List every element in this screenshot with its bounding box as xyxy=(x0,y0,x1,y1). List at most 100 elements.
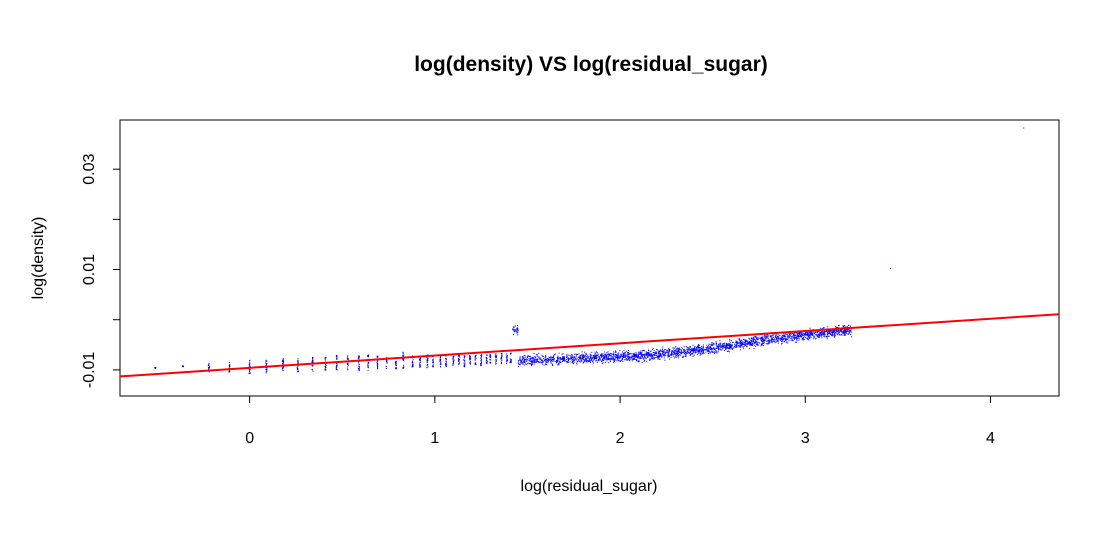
data-point xyxy=(550,359,552,361)
data-point xyxy=(566,360,568,362)
data-point xyxy=(839,329,841,331)
data-point xyxy=(726,345,728,347)
data-point xyxy=(747,342,749,343)
data-point xyxy=(825,331,827,332)
data-point xyxy=(663,357,665,359)
data-point xyxy=(647,356,649,358)
data-point xyxy=(549,357,551,358)
data-point xyxy=(545,355,547,357)
data-point xyxy=(643,360,645,361)
data-point xyxy=(367,366,369,368)
data-point xyxy=(664,350,666,352)
data-point xyxy=(745,342,747,343)
data-point xyxy=(608,358,610,359)
data-point xyxy=(712,348,714,350)
data-point xyxy=(848,331,850,333)
data-point xyxy=(654,357,656,358)
data-point xyxy=(693,354,695,356)
data-point xyxy=(723,343,725,345)
data-point xyxy=(486,361,488,362)
data-point xyxy=(751,344,753,346)
data-point xyxy=(636,359,638,361)
data-point xyxy=(627,356,629,358)
data-point xyxy=(501,354,503,356)
data-point xyxy=(535,361,537,363)
data-point xyxy=(282,362,283,364)
data-point xyxy=(698,344,700,345)
data-point xyxy=(646,360,648,362)
data-point xyxy=(750,343,752,345)
data-point xyxy=(325,360,326,362)
data-point xyxy=(572,360,574,362)
data-point xyxy=(602,358,604,360)
data-point xyxy=(475,357,477,359)
data-point xyxy=(645,352,647,354)
data-point xyxy=(282,363,284,365)
data-point xyxy=(464,361,466,363)
data-point xyxy=(838,331,840,333)
data-point xyxy=(727,343,728,345)
data-point xyxy=(432,359,434,361)
data-point xyxy=(650,353,652,355)
data-point xyxy=(577,354,579,355)
data-point xyxy=(678,347,680,349)
data-point xyxy=(821,334,823,335)
data-point xyxy=(543,358,545,359)
data-point xyxy=(358,357,360,359)
data-point xyxy=(813,335,815,337)
data-point xyxy=(639,358,641,360)
data-point xyxy=(453,361,454,363)
data-point xyxy=(792,335,794,337)
data-point xyxy=(627,354,629,355)
data-point xyxy=(638,356,640,358)
data-point xyxy=(598,353,600,355)
data-point xyxy=(742,344,744,345)
data-point xyxy=(506,358,508,360)
data-point xyxy=(575,357,577,359)
data-point xyxy=(744,342,746,344)
data-point xyxy=(784,335,786,337)
data-point xyxy=(469,358,471,360)
data-point xyxy=(809,334,811,336)
data-point xyxy=(553,360,555,362)
data-point xyxy=(808,331,810,333)
data-point xyxy=(651,357,653,359)
data-point xyxy=(553,355,555,357)
data-point xyxy=(626,358,628,360)
data-point xyxy=(596,354,598,356)
data-point xyxy=(584,351,586,353)
data-point xyxy=(677,347,679,349)
data-point xyxy=(735,341,737,343)
data-point xyxy=(647,354,649,356)
data-point xyxy=(385,366,387,368)
data-point xyxy=(395,363,397,365)
data-point xyxy=(324,358,326,359)
data-point xyxy=(690,348,692,350)
data-point xyxy=(600,356,602,358)
data-point xyxy=(593,356,595,358)
data-point xyxy=(733,347,735,349)
data-point xyxy=(506,362,507,364)
data-point xyxy=(732,344,733,346)
data-point xyxy=(386,357,388,359)
data-point xyxy=(720,344,722,346)
data-point xyxy=(640,352,642,354)
data-point xyxy=(717,347,719,349)
data-point xyxy=(751,337,753,339)
data-point xyxy=(735,342,737,344)
data-point xyxy=(445,363,447,365)
data-point xyxy=(680,354,682,356)
data-point xyxy=(763,340,765,342)
data-point xyxy=(657,353,659,355)
data-point xyxy=(297,366,299,368)
data-point xyxy=(660,350,662,352)
data-point xyxy=(773,340,775,342)
x-tick-label: 1 xyxy=(430,430,439,447)
data-point xyxy=(586,356,588,358)
data-point xyxy=(716,350,718,352)
data-point xyxy=(775,335,777,337)
data-point xyxy=(536,360,538,362)
data-point xyxy=(819,334,821,336)
data-point xyxy=(486,357,488,359)
data-point xyxy=(809,335,811,337)
